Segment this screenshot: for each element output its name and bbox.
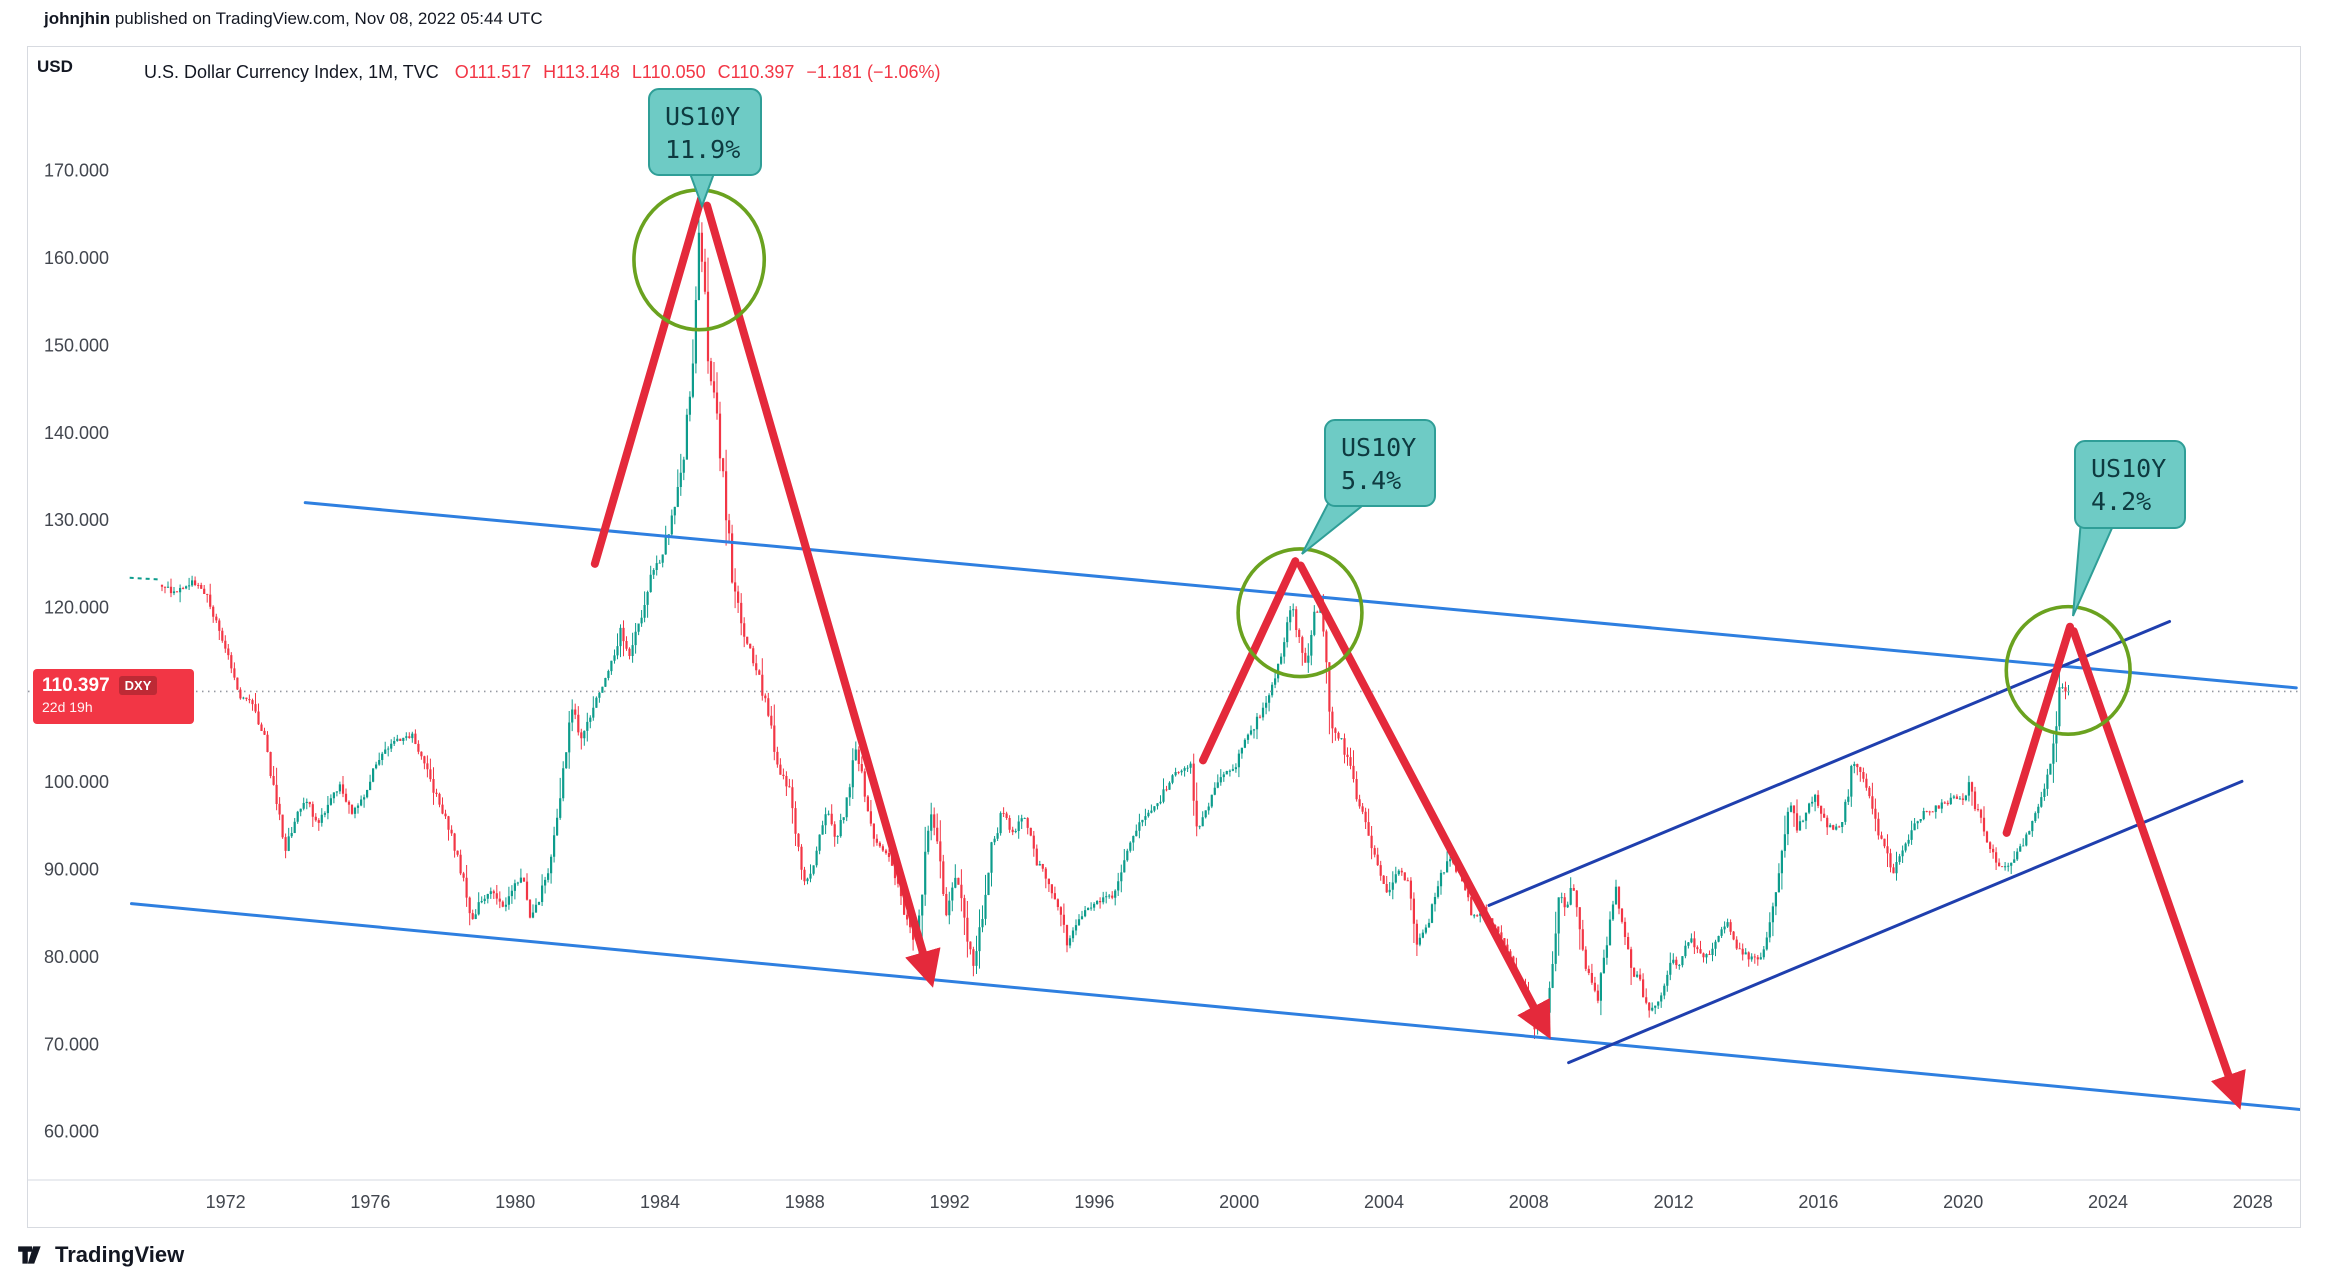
change-value: −1.181 (−1.06%): [806, 62, 941, 82]
symbol-header: U.S. Dollar Currency Index, 1M, TVC O111…: [144, 62, 941, 83]
chart-frame[interactable]: [27, 46, 2301, 1228]
publish-line-text: published on TradingView.com, Nov 08, 20…: [110, 9, 543, 28]
symbol-badge: DXY: [118, 676, 158, 695]
symbol-title[interactable]: U.S. Dollar Currency Index, 1M, TVC: [144, 62, 439, 82]
last-price: 110.397: [42, 675, 110, 696]
open-value: O111.517: [454, 62, 532, 82]
last-price-tag[interactable]: 110.397 DXY 22d 19h: [33, 669, 194, 724]
price-scale-currency-label: USD: [37, 57, 73, 76]
ohlc-values: O111.517 H113.148 L110.050 C110.397 −1.1…: [455, 62, 941, 83]
high-value: H113.148: [543, 62, 620, 82]
close-value: C110.397: [717, 62, 795, 82]
low-value: L110.050: [631, 62, 706, 82]
tradingview-logo-text: TradingView: [55, 1242, 185, 1267]
publish-line: johnjhin published on TradingView.com, N…: [44, 9, 543, 29]
tradingview-logo-icon: [18, 1246, 41, 1264]
bar-countdown: 22d 19h: [42, 699, 93, 715]
publisher-username: johnjhin: [44, 9, 111, 28]
tradingview-logo[interactable]: TradingView: [16, 1240, 184, 1270]
